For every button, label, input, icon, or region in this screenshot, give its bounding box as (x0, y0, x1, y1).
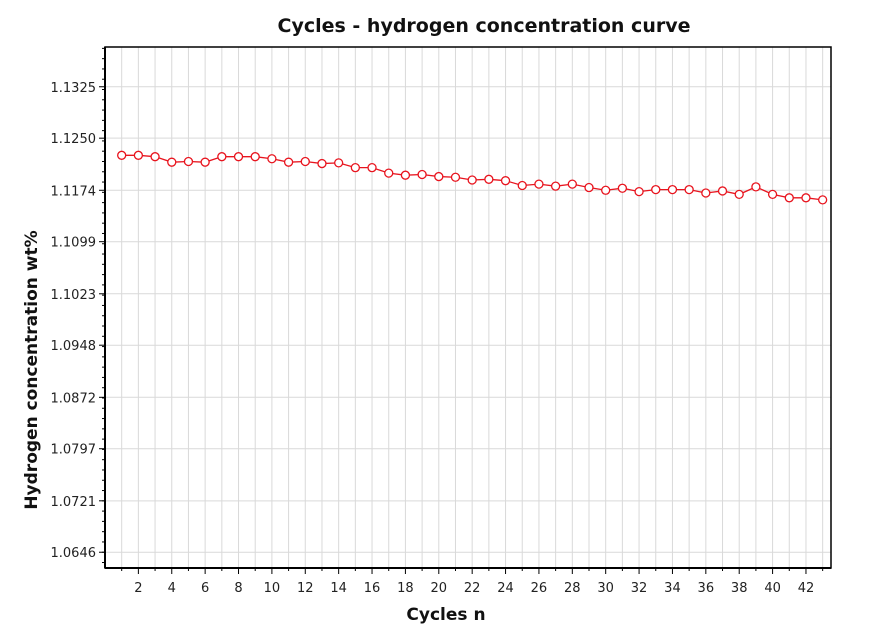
x-tick-label: 32 (631, 581, 648, 596)
data-point (567, 179, 577, 189)
data-point (717, 186, 728, 196)
series-hydrogen-concentration (117, 150, 828, 205)
data-point (167, 157, 177, 167)
data-point (584, 182, 594, 193)
data-point (317, 158, 327, 169)
data-point (233, 152, 244, 162)
x-tick-label: 34 (664, 581, 681, 596)
data-point (534, 179, 544, 189)
data-point (818, 195, 828, 205)
y-tick-label: 1.1250 (51, 132, 97, 147)
data-point (350, 163, 360, 173)
data-point (117, 150, 127, 160)
x-tick-label: 10 (264, 581, 281, 596)
data-point (183, 156, 194, 167)
data-point (701, 188, 711, 198)
y-tick-label: 1.0797 (51, 443, 97, 458)
x-tick-label: 36 (698, 581, 715, 596)
x-tick-labels: 2 4 6 8 10 12 14 16 18 20 22 24 26 28 30 32 34 36 38 40 42 (134, 581, 814, 596)
x-tick-label: 12 (297, 581, 314, 596)
data-point (217, 152, 227, 162)
data-point (300, 156, 310, 167)
x-tick-label: 14 (330, 581, 347, 596)
data-point (651, 184, 661, 195)
x-tick-label: 28 (564, 581, 581, 596)
x-tick-label: 22 (464, 581, 481, 596)
tick-marks (99, 47, 824, 574)
chart-title: Cycles - hydrogen concentration curve (278, 15, 691, 37)
y-tick-label: 1.0721 (51, 495, 97, 510)
data-point (434, 171, 444, 182)
data-point (751, 182, 761, 192)
data-point (517, 180, 527, 191)
data-point (484, 174, 494, 184)
y-tick-label: 1.0646 (51, 546, 97, 561)
data-point (634, 186, 644, 197)
x-tick-label: 20 (431, 581, 448, 596)
y-axis-label: Hydrogen concentration wt% (22, 230, 42, 509)
data-point (267, 154, 277, 164)
data-point (400, 170, 411, 180)
data-point (417, 169, 427, 180)
x-tick-label: 8 (234, 581, 242, 596)
y-tick-label: 1.1325 (51, 81, 97, 96)
x-tick-label: 4 (168, 581, 176, 596)
x-axis-label: Cycles n (406, 605, 485, 625)
data-point (467, 175, 477, 185)
y-tick-label: 1.1174 (51, 184, 97, 199)
y-tick-label: 1.1099 (51, 236, 97, 251)
y-tick-label: 1.0872 (51, 391, 97, 406)
data-point (667, 184, 678, 195)
x-tick-label: 30 (597, 581, 614, 596)
x-tick-label: 38 (731, 581, 748, 596)
data-point (450, 172, 461, 182)
x-tick-label: 40 (764, 581, 781, 596)
data-point (767, 189, 778, 200)
x-tick-label: 2 (134, 581, 142, 596)
data-point (801, 193, 811, 203)
grid-lines (105, 47, 831, 568)
data-point (200, 157, 210, 167)
data-point (250, 152, 260, 162)
x-tick-label: 26 (531, 581, 548, 596)
x-tick-label: 18 (397, 581, 414, 596)
data-point (734, 189, 744, 200)
data-point (150, 152, 160, 162)
y-tick-label: 1.0948 (51, 339, 97, 354)
data-point (684, 184, 694, 195)
y-tick-labels: 1.0646 1.0721 1.0797 1.0872 1.0948 1.1023 1.10… (51, 81, 97, 561)
x-tick-label: 42 (798, 581, 815, 596)
y-tick-label: 1.1023 (51, 288, 97, 303)
data-point (617, 183, 628, 193)
data-point (384, 168, 394, 178)
data-point (601, 185, 611, 195)
data-point (500, 176, 511, 186)
data-point (367, 163, 377, 173)
data-point (784, 193, 794, 203)
data-point (133, 150, 144, 160)
x-tick-label: 16 (364, 581, 381, 596)
data-point (283, 157, 294, 167)
data-point (550, 181, 561, 191)
x-tick-label: 6 (201, 581, 209, 596)
data-point (334, 158, 344, 168)
x-tick-label: 24 (497, 581, 514, 596)
